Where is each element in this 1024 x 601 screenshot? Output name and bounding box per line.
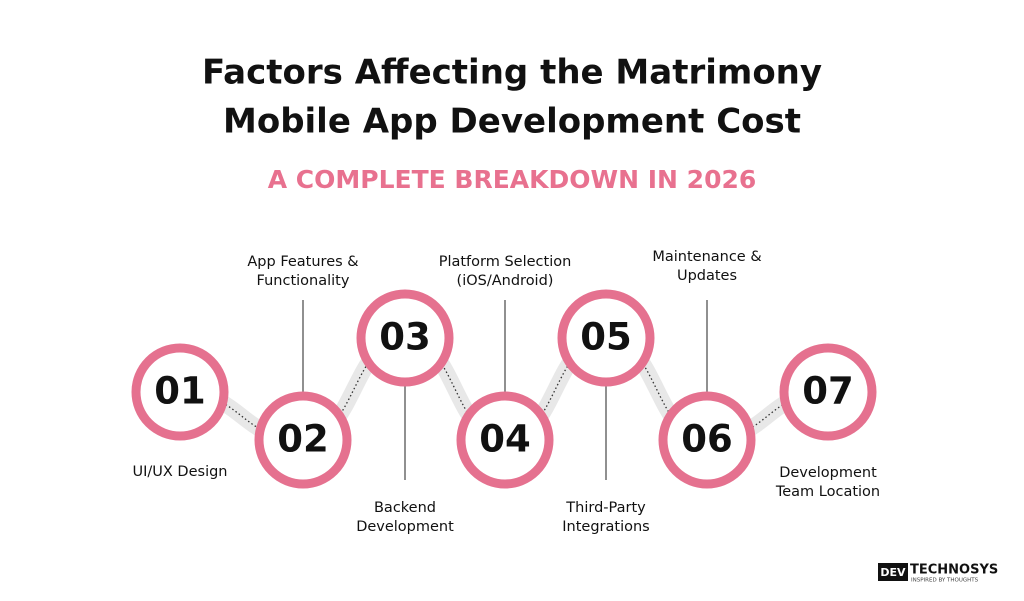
step-number: 07 bbox=[802, 370, 854, 413]
step-ring bbox=[557, 289, 655, 387]
step-ring bbox=[456, 391, 554, 489]
step-ring bbox=[131, 343, 229, 441]
step-label: Platform Selection bbox=[439, 254, 572, 270]
step-label: Team Location bbox=[775, 484, 880, 500]
logo-name: TECHNOSYS bbox=[910, 563, 998, 578]
step-label: Development bbox=[356, 519, 454, 535]
logo: DEV TECHNOSYS INSPIRED BY THOUGHTS bbox=[878, 563, 998, 584]
step-number: 01 bbox=[154, 370, 206, 413]
step-label: App Features & bbox=[247, 254, 358, 270]
steps: 01 UI/UX Design 02 App Features & Functional… bbox=[131, 249, 880, 535]
step-label: (iOS/Android) bbox=[457, 273, 554, 289]
title-line: Mobile App Development Cost bbox=[223, 102, 801, 142]
subtitle: A COMPLETE BREAKDOWN IN 2026 bbox=[268, 165, 757, 194]
step-number: 03 bbox=[379, 316, 431, 359]
logo-tagline: INSPIRED BY THOUGHTS bbox=[911, 578, 979, 584]
step-ring bbox=[254, 391, 352, 489]
step-label: Updates bbox=[677, 268, 737, 284]
logo-box bbox=[878, 563, 908, 581]
step-ring bbox=[779, 343, 877, 441]
step-ring bbox=[356, 289, 454, 387]
step-label: Third-Party bbox=[565, 500, 646, 516]
step-label: UI/UX Design bbox=[133, 464, 228, 480]
title-line: Factors Affecting the Matrimony bbox=[202, 53, 822, 93]
step-number: 04 bbox=[479, 418, 531, 461]
step-label: Functionality bbox=[257, 273, 350, 289]
logo-mark: DEV bbox=[880, 566, 906, 579]
step-label: Integrations bbox=[562, 519, 649, 535]
step-ring bbox=[658, 391, 756, 489]
step-number: 06 bbox=[681, 418, 733, 461]
step-label: Maintenance & bbox=[652, 249, 761, 265]
step-label: Development bbox=[779, 465, 877, 481]
step-label: Backend bbox=[374, 500, 436, 516]
step-number: 05 bbox=[580, 316, 632, 359]
step-number: 02 bbox=[277, 418, 329, 461]
